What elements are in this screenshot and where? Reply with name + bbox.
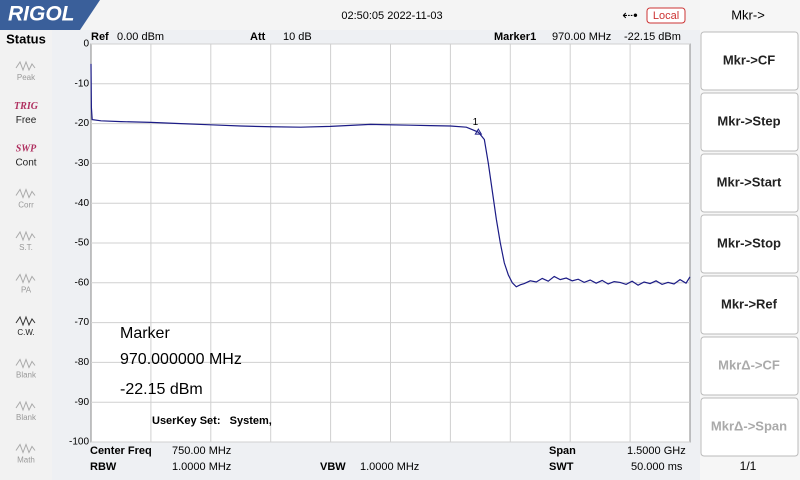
status-items: Peak TRIG Free SWP Cont Corr S.T. PA C.W. Blank Bl…: [14, 60, 39, 465]
center-value: 750.00 MHz: [172, 445, 231, 457]
span-label: Span: [549, 445, 576, 457]
logo: RIGOL: [8, 3, 75, 26]
menu-button[interactable]: [700, 92, 799, 152]
readout-freq: 970.000000 MHz: [120, 351, 242, 368]
status-icon: [15, 400, 36, 412]
status-label: Blank: [16, 413, 37, 422]
remote-box: [646, 7, 686, 24]
status-label: S.T.: [19, 243, 33, 252]
y-tick-label: -10: [75, 78, 90, 89]
marker-label: 1: [473, 117, 479, 128]
menu-button-label: Mkr->Ref: [721, 296, 778, 311]
datetime: 02:50:05 2022-11-03: [341, 10, 442, 22]
rbw-label: RBW: [90, 461, 117, 473]
y-tick-label: -70: [75, 317, 90, 328]
usb-icon: ⇠•: [622, 7, 638, 22]
marker-point: [474, 128, 483, 135]
status-label: Cont: [15, 158, 36, 169]
status-label: Math: [17, 456, 35, 465]
status-label: Blank: [16, 371, 37, 380]
menu-button-label: MkrΔ->CF: [718, 357, 780, 372]
att-value: 10 dB: [283, 31, 312, 43]
ref-value: 0.00 dBm: [117, 31, 164, 43]
menu-buttons: Mkr->CF Mkr->Step Mkr->Start Mkr->Stop Mkr->…: [700, 31, 799, 457]
remote-status: Local: [653, 10, 679, 22]
menu-button-label: Mkr->CF: [723, 52, 775, 67]
logo-bg: [0, 0, 100, 30]
menu-button[interactable]: [700, 275, 799, 335]
status-title: Status: [6, 31, 46, 46]
status-label: Corr: [18, 201, 34, 210]
menu-button-label: Mkr->Stop: [717, 235, 781, 250]
att-label: Att: [250, 31, 266, 43]
y-tick-label: -40: [75, 198, 90, 209]
swt-value: 50.000 ms: [631, 461, 683, 473]
menu-button: [700, 397, 799, 457]
marker-label: Marker1: [494, 31, 536, 43]
y-tick-label: -30: [75, 158, 90, 169]
vbw-label: VBW: [320, 461, 346, 473]
y-tick-label: -20: [75, 118, 90, 129]
menu-button[interactable]: [700, 153, 799, 213]
menu-title: Mkr->: [731, 7, 765, 22]
status-icon: [15, 443, 36, 454]
status-panel: [0, 30, 52, 480]
y-tick-label: -100: [69, 437, 89, 448]
status-icon: [15, 315, 36, 327]
readout-title: Marker: [120, 325, 170, 342]
menu-button: [700, 336, 799, 396]
vbw-value: 1.0000 MHz: [360, 461, 419, 473]
readout-amp: -22.15 dBm: [120, 381, 203, 398]
status-icon: [15, 188, 36, 199]
menu-button[interactable]: [700, 214, 799, 274]
status-label: C.W.: [17, 328, 34, 337]
status-tag: SWP: [16, 143, 37, 154]
status-icon: [15, 358, 36, 369]
center-label: Center Freq: [90, 445, 152, 457]
menu-button-label: Mkr->Step: [717, 113, 780, 128]
menu-button-label: MkrΔ->Span: [711, 418, 787, 433]
rbw-value: 1.0000 MHz: [172, 461, 231, 473]
plot: 0 -10 -20 -30 -40 -50 -60 -70 -80 -90 -100 1: [69, 39, 691, 448]
status-label: Peak: [17, 73, 36, 82]
menu-button-label: Mkr->Start: [717, 174, 782, 189]
status-icon: [15, 230, 36, 242]
ref-label: Ref: [91, 31, 109, 43]
y-tick-label: -90: [75, 397, 90, 408]
status-tag: TRIG: [14, 101, 39, 112]
status-label: Free: [16, 115, 37, 126]
menu-button[interactable]: [700, 31, 799, 91]
y-tick-label: -60: [75, 277, 90, 288]
swt-label: SWT: [549, 461, 574, 473]
marker-freq: 970.00 MHz: [552, 31, 611, 43]
y-tick-label: -80: [75, 357, 90, 368]
y-tick-label: -50: [75, 238, 90, 249]
marker-amp: -22.15 dBm: [624, 31, 681, 43]
trace: [90, 63, 691, 288]
span-value: 1.5000 GHz: [627, 445, 686, 457]
y-tick-label: 0: [83, 39, 89, 50]
status-label: PA: [21, 286, 32, 295]
status-icon: [15, 60, 36, 72]
header-bar: [0, 0, 700, 30]
menu-page: 1/1: [740, 459, 757, 473]
status-icon: [15, 273, 36, 284]
userkey: UserKey Set: System,: [152, 415, 272, 427]
